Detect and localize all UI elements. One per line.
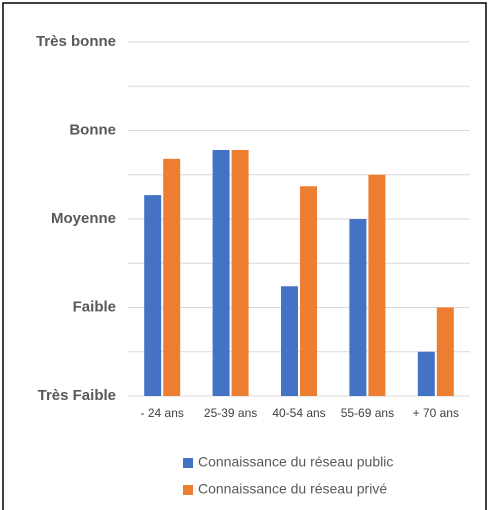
x-tick-label: 25-39 ans — [204, 406, 257, 420]
bar — [417, 351, 435, 396]
bar — [368, 174, 386, 396]
bar — [281, 286, 298, 396]
bar — [163, 158, 181, 396]
y-tick-label: Faible — [73, 298, 116, 315]
x-tick-label: 55-69 ans — [341, 406, 394, 420]
legend-swatch — [183, 485, 193, 495]
y-tick-label: Très Faible — [38, 387, 116, 404]
bar — [349, 219, 367, 396]
y-tick-label: Moyenne — [51, 210, 116, 227]
y-tick-label: Bonne — [69, 121, 116, 138]
x-tick-label: 40-54 ans — [272, 406, 325, 420]
x-tick-label: - 24 ans — [141, 406, 184, 420]
bar — [212, 149, 230, 396]
x-tick-label: + 70 ans — [413, 406, 459, 420]
bar — [300, 186, 317, 396]
y-tick-label: Très bonne — [36, 33, 116, 50]
bar — [436, 307, 454, 396]
legend-label: Connaissance du réseau public — [198, 454, 393, 470]
legend-label: Connaissance du réseau privé — [198, 481, 387, 497]
legend-swatch — [183, 458, 193, 468]
bar — [231, 149, 249, 396]
bar — [144, 195, 162, 396]
